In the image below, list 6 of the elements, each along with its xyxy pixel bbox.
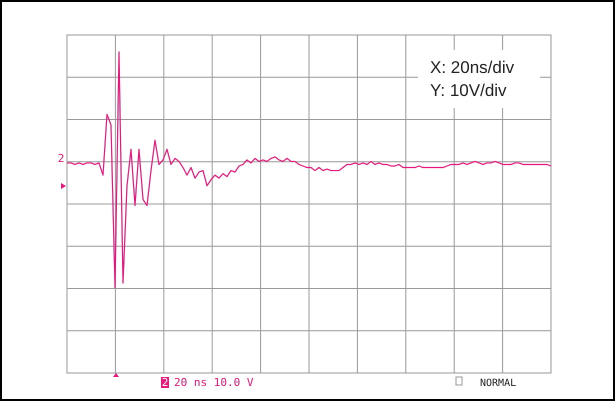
text: 20 ns 10.0 V (174, 376, 254, 389)
text: 2 (58, 152, 64, 165)
annotation: X: 20ns/div (430, 58, 515, 77)
text: NORMAL (480, 378, 516, 389)
text: 2 (162, 376, 168, 389)
annotation: Y: 10V/div (430, 81, 508, 100)
